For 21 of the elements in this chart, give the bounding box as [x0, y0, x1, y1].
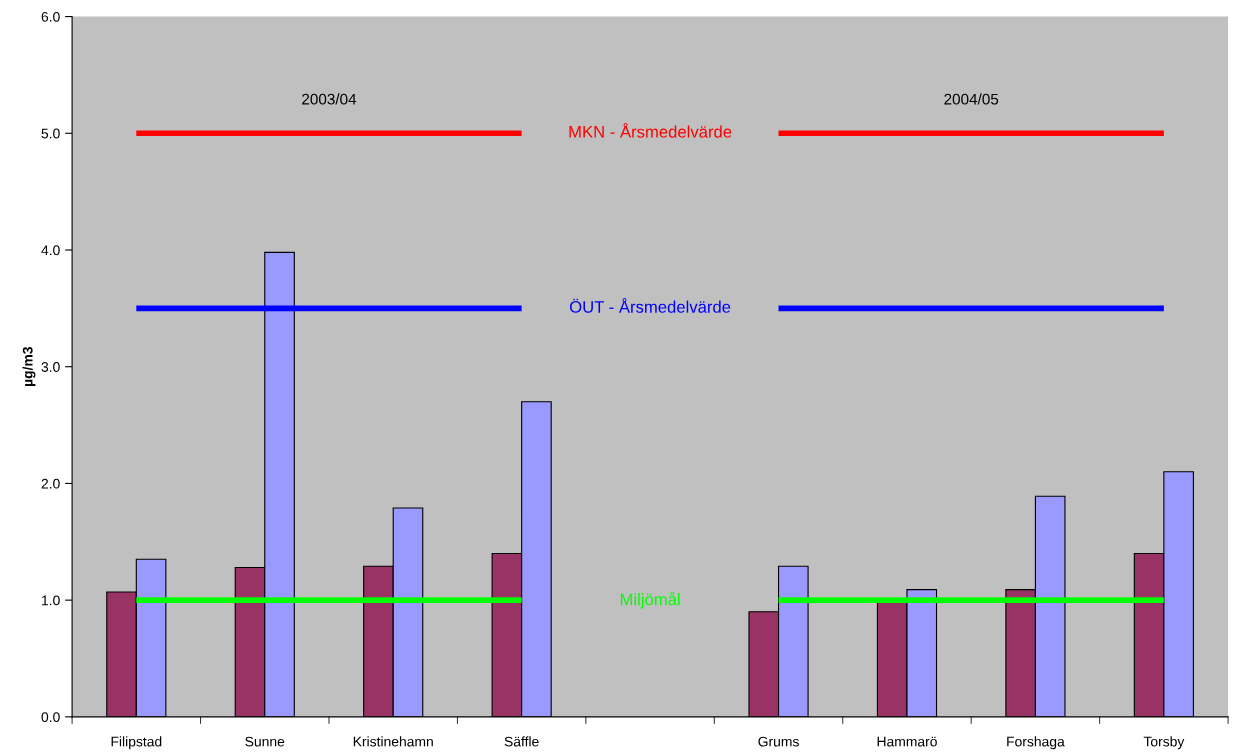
- annotation: 2003/04: [302, 93, 357, 105]
- x-tick-label: Hammarö: [877, 736, 937, 747]
- y-tick-label: 6.0: [41, 11, 60, 22]
- y-axis-title: µg/m3: [22, 347, 36, 387]
- annotation: MKN - Årsmedelvärde: [569, 122, 732, 138]
- annotation: ÖUT - Årsmedelvärde: [569, 298, 731, 313]
- y-tick-label: 2.0: [41, 478, 60, 489]
- x-tick-label: Filipstad: [111, 736, 162, 750]
- y-tick-label: 1.0: [42, 595, 60, 606]
- y-tick-label: 4.0: [41, 245, 60, 256]
- x-tick-label: Torsby: [1143, 736, 1185, 750]
- annotation: Miljömål: [620, 591, 680, 609]
- x-tick-label: Sunne: [245, 736, 285, 747]
- y-tick-label: 0.0: [41, 712, 60, 723]
- x-tick-label: Säffle: [504, 736, 539, 747]
- annotation: 2004/05: [944, 93, 999, 105]
- y-tick-label: 5.0: [41, 128, 60, 139]
- x-tick-label: Forshaga: [1007, 736, 1065, 750]
- x-tick-label: Grums: [758, 736, 799, 747]
- y-tick-label: 3.0: [41, 362, 60, 372]
- x-tick-label: Kristinehamn: [353, 736, 433, 747]
